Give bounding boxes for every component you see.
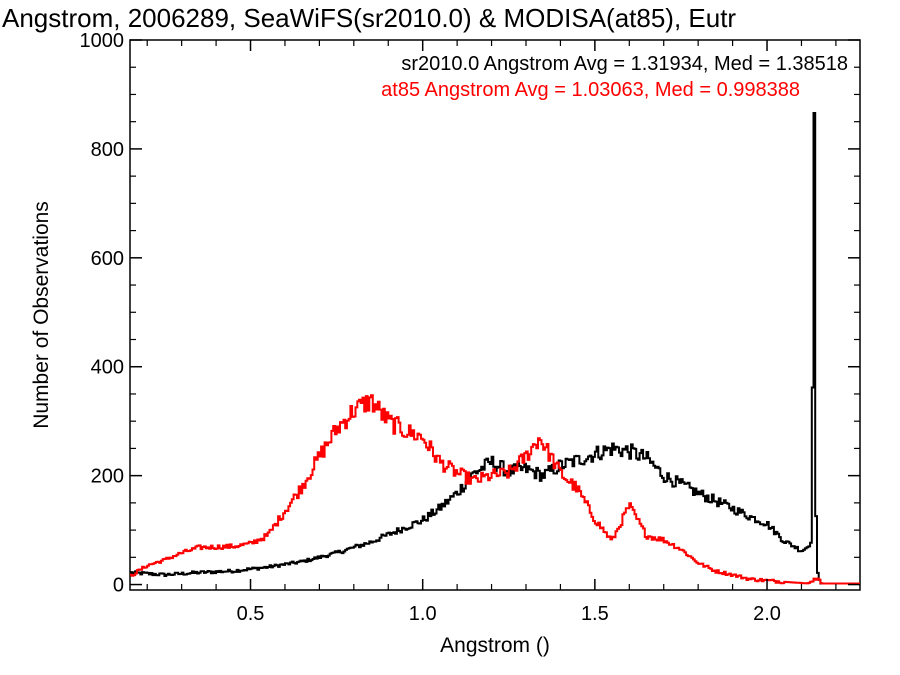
axis-layer: 0.5 1.0 1.5 2.0 0 200 400 600 800 1000 — [80, 30, 860, 625]
x-axis-label: Angstrom () — [440, 634, 550, 657]
y-tick-label: 800 — [91, 139, 124, 161]
legend-entry-at85: at85 Angstrom Avg = 1.03063, Med = 0.998… — [381, 79, 800, 101]
x-tick-label: 2.0 — [753, 603, 781, 625]
chart-title: Angstrom, 2006289, SeaWiFS(sr2010.0) & M… — [2, 3, 736, 33]
y-tick-label: 1000 — [80, 30, 125, 52]
legend-entry-sr2010: sr2010.0 Angstrom Avg = 1.31934, Med = 1… — [401, 53, 848, 75]
y-tick-label: 400 — [91, 357, 124, 379]
x-tick-label: 1.0 — [409, 603, 437, 625]
plot-frame — [129, 39, 861, 591]
y-tick-label: 600 — [91, 248, 124, 270]
series-line-sr2010-0 — [130, 112, 823, 585]
x-tick-label: 0.5 — [237, 603, 265, 625]
series-line-at85 — [130, 394, 860, 585]
y-tick-label: 0 — [113, 575, 124, 597]
series-layer — [130, 112, 860, 585]
x-tick-label: 1.5 — [581, 603, 609, 625]
y-tick-label: 200 — [91, 466, 124, 488]
y-axis-label: Number of Observations — [30, 201, 53, 429]
